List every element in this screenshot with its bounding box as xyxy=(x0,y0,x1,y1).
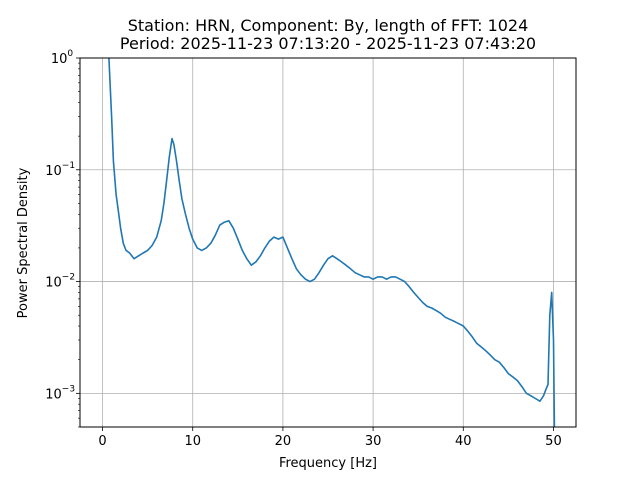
x-tick-label-1: 10 xyxy=(184,434,201,449)
chart-title-line1: Station: HRN, Component: By, length of F… xyxy=(128,16,529,35)
x-tick-label-5: 50 xyxy=(545,434,562,449)
y-tick-label-0: 10 −3 xyxy=(45,384,75,402)
y-tick-label-3: 10 0 xyxy=(51,49,74,67)
y-tick-label-1: 10 −2 xyxy=(45,273,75,291)
y-tick-exponent-2: −1 xyxy=(62,161,75,171)
y-axis-label: Power Spectral Density xyxy=(16,167,31,318)
y-tick-base-0: 10 xyxy=(45,387,62,402)
y-tick-base-3: 10 xyxy=(51,52,68,67)
y-tick-exponent-1: −2 xyxy=(62,273,75,283)
chart-title-line2: Period: 2025-11-23 07:13:20 - 2025-11-23… xyxy=(120,34,536,53)
plot-frame xyxy=(79,57,577,428)
y-tick-label-2: 10 −1 xyxy=(45,161,75,179)
y-tick-exponent-3: 0 xyxy=(67,49,73,59)
x-tick-label-2: 20 xyxy=(275,434,292,449)
x-tick-label-3: 30 xyxy=(365,434,382,449)
y-tick-base-2: 10 xyxy=(45,164,62,179)
y-tick-exponent-0: −3 xyxy=(62,384,75,394)
psd-series-line-0 xyxy=(108,58,556,427)
x-tick-label-0: 0 xyxy=(98,434,106,449)
y-tick-base-1: 10 xyxy=(45,276,62,291)
x-axis-label: Frequency [Hz] xyxy=(279,456,377,471)
x-tick-label-4: 40 xyxy=(455,434,472,449)
grid xyxy=(80,58,576,427)
series-layer xyxy=(108,58,556,427)
